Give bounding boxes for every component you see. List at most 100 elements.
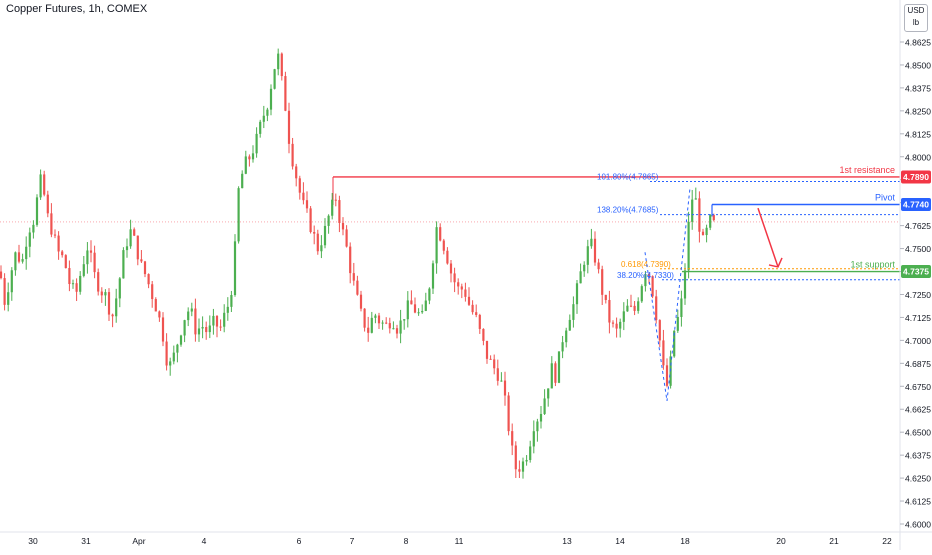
candle-body bbox=[439, 227, 442, 241]
candle-body bbox=[190, 308, 193, 312]
candle-body bbox=[471, 304, 474, 313]
candle-body bbox=[226, 306, 229, 313]
candle-body bbox=[233, 241, 237, 296]
x-tick-label: 21 bbox=[829, 536, 839, 546]
candle-body bbox=[464, 289, 467, 297]
x-tick-label: 31 bbox=[81, 536, 91, 546]
candle-body bbox=[237, 188, 240, 242]
candle-body bbox=[273, 69, 276, 89]
candle-body bbox=[208, 325, 211, 333]
fib-level-label: 138.20%(4.7685) bbox=[597, 206, 659, 215]
candle-body bbox=[316, 233, 319, 252]
candle-body bbox=[644, 274, 647, 287]
candle-body bbox=[410, 300, 413, 305]
candle-body bbox=[143, 261, 147, 275]
candle-body bbox=[554, 363, 557, 383]
candle-body bbox=[241, 173, 244, 189]
candle-body bbox=[593, 238, 597, 263]
candle-body bbox=[381, 322, 384, 324]
y-tick-label: 4.6875 bbox=[905, 359, 931, 369]
candle-body bbox=[298, 178, 301, 193]
candle-body bbox=[622, 311, 625, 322]
candle-body bbox=[39, 174, 42, 198]
candle-body bbox=[543, 398, 546, 414]
candle-body bbox=[565, 330, 568, 343]
candle-body bbox=[356, 280, 359, 295]
candle-body bbox=[575, 283, 579, 305]
candle-body bbox=[503, 380, 507, 396]
candle-body bbox=[46, 194, 49, 214]
candle-body bbox=[341, 222, 345, 230]
candle-body bbox=[493, 359, 496, 369]
candle-body bbox=[449, 263, 453, 274]
candle-body bbox=[604, 294, 607, 300]
candle-body bbox=[712, 215, 715, 221]
candle-body bbox=[485, 340, 489, 359]
candle-body bbox=[165, 341, 168, 366]
candle-body bbox=[255, 133, 258, 154]
x-tick-label: 4 bbox=[202, 536, 207, 546]
x-tick-label: 14 bbox=[615, 536, 625, 546]
candle-body bbox=[179, 335, 183, 345]
candle-body bbox=[579, 271, 582, 284]
y-tick-label: 4.6000 bbox=[905, 520, 931, 530]
y-tick-label: 4.6250 bbox=[905, 474, 931, 484]
candle-body bbox=[586, 246, 589, 265]
candle-body bbox=[413, 304, 417, 313]
candle-body bbox=[14, 252, 17, 271]
candle-body bbox=[363, 308, 366, 328]
candle-body bbox=[97, 272, 100, 292]
y-tick-label: 4.8125 bbox=[905, 129, 931, 139]
candle-body bbox=[154, 299, 157, 312]
candle-body bbox=[680, 298, 683, 317]
candle-body bbox=[0, 271, 3, 279]
fib-level-label: 38.20%(4.7330) bbox=[617, 271, 674, 280]
candle-body bbox=[399, 320, 402, 334]
candle-body bbox=[421, 310, 424, 313]
candle-body bbox=[320, 245, 323, 252]
candle-body bbox=[323, 225, 327, 246]
support-name: 1st support bbox=[850, 260, 895, 270]
y-tick-label: 4.7500 bbox=[905, 244, 931, 254]
candle-body bbox=[115, 298, 118, 317]
candle-body bbox=[385, 322, 388, 324]
candle-body bbox=[701, 231, 705, 236]
candle-body bbox=[482, 328, 485, 341]
candle-body bbox=[75, 283, 78, 292]
candle-body bbox=[392, 328, 395, 330]
candle-body bbox=[403, 319, 406, 321]
candle-body bbox=[705, 227, 708, 236]
candle-body bbox=[266, 109, 269, 116]
y-tick-label: 4.8625 bbox=[905, 38, 931, 48]
pivot-name: Pivot bbox=[875, 193, 896, 203]
candle-body bbox=[521, 461, 525, 472]
candle-body bbox=[665, 365, 669, 386]
candle-body bbox=[259, 121, 262, 134]
candle-body bbox=[597, 262, 600, 270]
candle-body bbox=[435, 227, 438, 264]
candle-body bbox=[359, 294, 363, 309]
candle-body bbox=[518, 469, 521, 472]
candle-body bbox=[619, 321, 622, 329]
candle-body bbox=[561, 342, 564, 352]
y-tick-label: 4.6500 bbox=[905, 428, 931, 438]
candle-body bbox=[71, 283, 75, 285]
candle-body bbox=[61, 251, 64, 256]
candle-body bbox=[295, 166, 298, 179]
candle-body bbox=[395, 328, 399, 334]
currency-unit-selector[interactable]: USD lb bbox=[904, 4, 928, 32]
candle-body bbox=[230, 295, 233, 307]
candle-body bbox=[637, 301, 640, 311]
candle-body bbox=[287, 110, 291, 144]
candle-body bbox=[615, 323, 618, 329]
x-tick-label: 8 bbox=[404, 536, 409, 546]
candle-body bbox=[601, 269, 604, 295]
candle-body bbox=[158, 311, 161, 318]
candle-body bbox=[377, 315, 381, 324]
candle-body bbox=[305, 200, 309, 209]
candle-body bbox=[629, 305, 633, 307]
support-price-label: 4.7375 bbox=[903, 267, 929, 277]
candle-body bbox=[53, 234, 57, 236]
